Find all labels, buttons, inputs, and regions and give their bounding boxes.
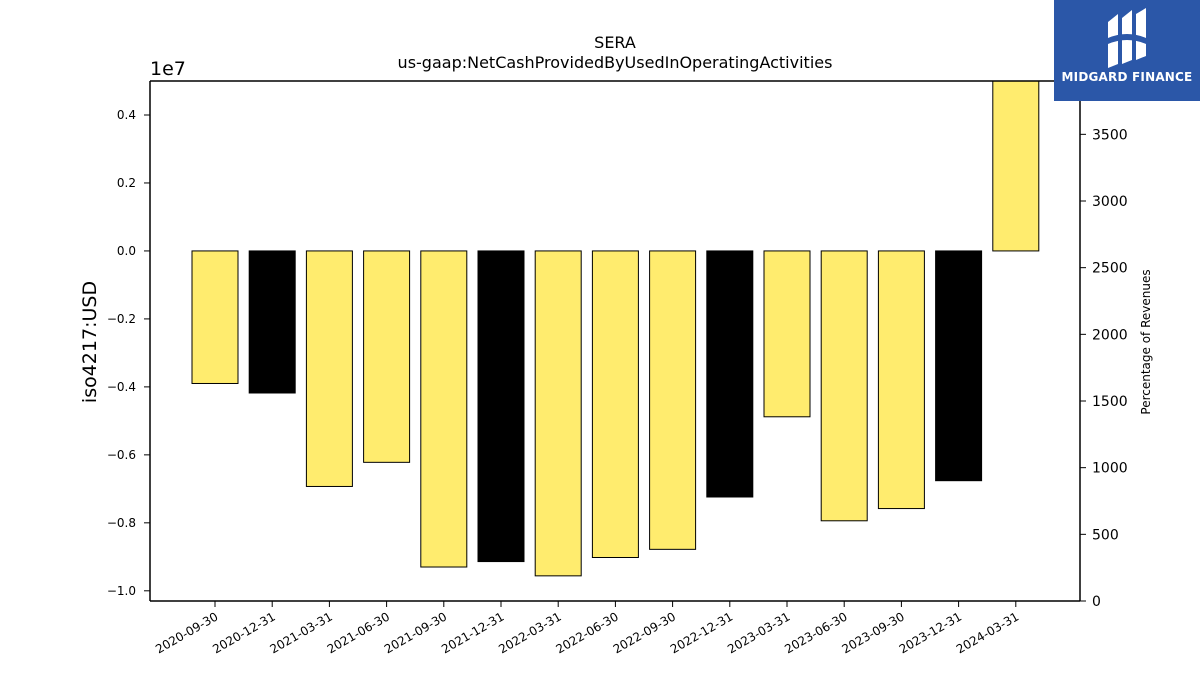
bar-2021-12-31 <box>477 250 525 563</box>
y-tick-label: 0.4 <box>117 108 136 122</box>
x-tick-label: 2023-03-31 <box>725 609 792 656</box>
bar-2022-06-30 <box>591 250 639 558</box>
y2-axis-label: Percentage of Revenues <box>1139 269 1153 414</box>
y-tick-label: 0.0 <box>117 244 136 258</box>
x-tick-label: 2022-12-31 <box>668 609 735 656</box>
y2-tick-label: 500 <box>1092 527 1119 543</box>
y2-tick-label: 1500 <box>1092 394 1128 410</box>
bar-2022-03-31 <box>534 250 582 577</box>
y2-tick-label: 0 <box>1092 594 1101 610</box>
y-tick-label: −1.0 <box>107 584 136 598</box>
bars-layer <box>191 80 1040 577</box>
bar-2023-03-31 <box>763 250 811 418</box>
bar-2022-12-31 <box>706 250 754 498</box>
midgard-finance-logo: MIDGARD FINANCE <box>1054 0 1200 101</box>
bar-2023-12-31 <box>935 250 983 482</box>
y2-tick-label: 2500 <box>1092 261 1128 277</box>
chart-title: SERA <box>594 33 636 52</box>
y2-tick-label: 2000 <box>1092 327 1128 343</box>
y2-tick-label: 3500 <box>1092 127 1128 143</box>
y-axis-label: iso4217:USD <box>79 281 101 403</box>
bar-2023-09-30 <box>877 250 925 510</box>
x-tick-label: 2022-06-30 <box>553 609 620 656</box>
bar-2024-03-31 <box>992 80 1040 252</box>
midgard-logo-icon <box>1108 8 1146 68</box>
y-tick-label: −0.2 <box>107 312 136 326</box>
chart-subtitle: us-gaap:NetCashProvidedByUsedInOperating… <box>398 53 833 72</box>
x-tick-label: 2021-06-30 <box>325 609 392 656</box>
bar-2022-09-30 <box>649 250 697 550</box>
bar-2021-09-30 <box>420 250 468 568</box>
axes-layer <box>144 80 1086 607</box>
x-tick-label: 2023-12-31 <box>897 609 964 656</box>
x-tick-label: 2020-12-31 <box>210 609 277 656</box>
y-axis-offset-label: 1e7 <box>150 58 186 80</box>
y-tick-label: −0.4 <box>107 380 136 394</box>
x-tick-label: 2022-03-31 <box>496 609 563 656</box>
y2-tick-label: 3000 <box>1092 194 1128 210</box>
x-tick-label: 2024-03-31 <box>954 609 1021 656</box>
bar-2021-06-30 <box>363 250 411 463</box>
y-tick-label: −0.6 <box>107 448 136 462</box>
y-tick-label: −0.8 <box>107 516 136 530</box>
bar-2020-12-31 <box>248 250 296 394</box>
x-tick-label: 2020-09-30 <box>153 609 220 656</box>
x-tick-label: 2021-09-30 <box>382 609 449 656</box>
x-tick-label: 2021-03-31 <box>267 609 334 656</box>
x-tick-label: 2021-12-31 <box>439 609 506 656</box>
bar-2020-09-30 <box>191 250 239 384</box>
bar-2023-06-30 <box>820 250 868 522</box>
x-tick-label: 2023-09-30 <box>839 609 906 656</box>
x-tick-label: 2023-06-30 <box>782 609 849 656</box>
y2-tick-label: 1000 <box>1092 461 1128 477</box>
x-tick-label: 2022-09-30 <box>611 609 678 656</box>
logo-text: MIDGARD FINANCE <box>1061 70 1193 84</box>
y-tick-label: 0.2 <box>117 176 136 190</box>
bar-2021-03-31 <box>305 250 353 487</box>
